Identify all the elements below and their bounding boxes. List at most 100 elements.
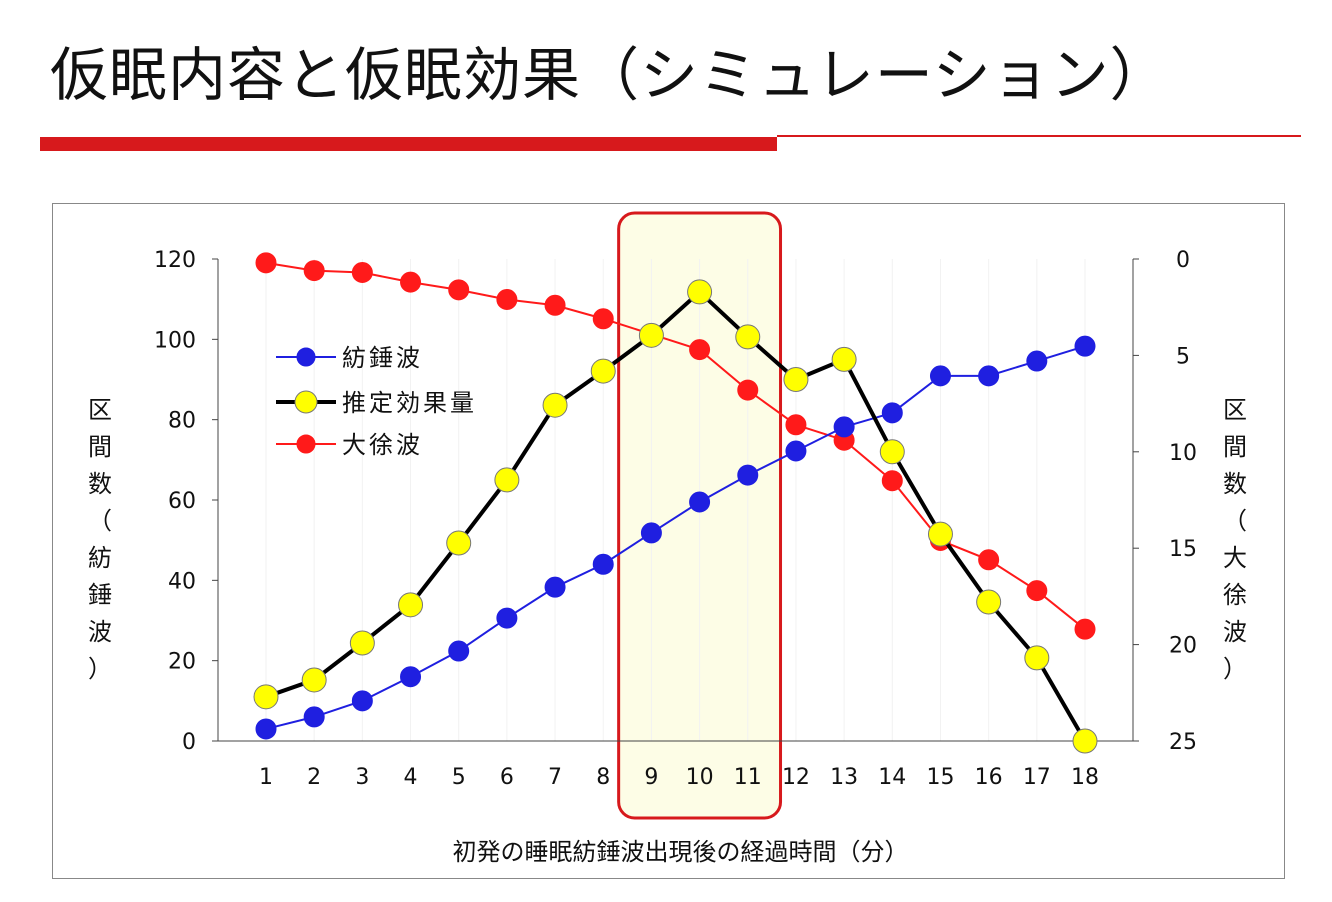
data-point [303,260,325,282]
data-point [735,324,761,350]
legend-item: 紡錘波 [276,344,423,372]
data-point [400,666,422,688]
left-axis-label-char: 間 [88,433,112,461]
data-point [446,530,472,556]
data-point [833,416,855,438]
data-point [544,576,566,598]
x-tick-label: 1 [259,765,273,790]
x-tick-label: 8 [596,765,610,790]
right-axis-label-char: 数 [1223,470,1247,498]
data-point [640,522,662,544]
data-point [351,261,373,283]
data-point [542,392,568,418]
series-0 [255,335,1096,740]
data-point [398,592,424,618]
data-point [1074,618,1096,640]
right-axis-label-char: ） [1223,655,1247,683]
legend-label: 推定効果量 [342,389,477,417]
right-tick-label: 25 [1169,730,1197,755]
x-tick-label: 10 [686,765,714,790]
data-point [785,440,807,462]
title-underline-thin [777,135,1301,137]
data-point [496,288,518,310]
left-axis-label-char: 区 [88,396,112,424]
data-point [689,339,711,361]
x-tick-label: 15 [926,765,954,790]
x-tick-label: 11 [734,765,762,790]
left-tick-label: 0 [182,730,196,755]
left-axis-label-char: 数 [88,470,112,498]
right-axis-label-char: 間 [1223,433,1247,461]
title-underline-thick [40,137,777,151]
x-tick-label: 3 [355,765,369,790]
data-point [689,491,711,513]
left-axis-label-char: 波 [88,618,112,646]
left-tick-label: 20 [168,650,196,675]
legend-marker [296,347,316,367]
x-tick-label: 14 [878,765,906,790]
left-tick-label: 40 [168,569,196,594]
legend-marker [296,434,316,454]
left-tick-label: 120 [154,248,196,273]
right-tick-label: 5 [1176,344,1190,369]
x-tick-label: 12 [782,765,810,790]
right-axis-label-char: 波 [1223,618,1247,646]
x-tick-label: 7 [548,765,562,790]
x-tick-label: 17 [1023,765,1051,790]
data-point [978,365,1000,387]
data-point [448,279,470,301]
data-point [301,667,327,693]
data-point [592,553,614,575]
x-tick-label: 16 [975,765,1003,790]
legend-item: 推定効果量 [276,389,477,417]
left-axis-label-char: ） [88,655,112,683]
right-axis-label-char: 徐 [1223,581,1247,609]
data-point [255,718,277,740]
x-tick-label: 5 [452,765,466,790]
data-point [1074,335,1096,357]
chart-frame [52,203,1285,879]
left-axis-label-char: 紡 [88,544,112,572]
left-axis-label-char: 錘 [88,581,112,609]
x-tick-label: 13 [830,765,858,790]
right-tick-label: 15 [1169,537,1197,562]
right-tick-label: 10 [1169,441,1197,466]
left-tick-label: 80 [168,409,196,434]
right-axis-label: 区間数 （ 大徐波 ） [1223,396,1247,683]
x-tick-label: 4 [404,765,418,790]
legend-item: 大徐波 [276,431,423,459]
data-point [400,271,422,293]
data-point [448,640,470,662]
left-axis-label: 区間数 （ 紡錘波 ） [88,396,112,683]
legend-label: 紡錘波 [342,344,423,372]
data-point [1026,580,1048,602]
left-axis-label-char: （ [88,507,112,535]
data-point [496,607,518,629]
data-point [927,521,953,547]
data-point [1024,645,1050,671]
legend-marker [294,390,318,414]
data-point [592,308,614,330]
legend-label: 大徐波 [342,431,423,459]
series-1 [253,279,1098,754]
left-tick-label: 100 [154,328,196,353]
data-point [253,684,279,710]
data-point [303,706,325,728]
data-point [929,365,951,387]
right-axis-label-char: 大 [1223,544,1247,572]
x-axis-label: 初発の睡眠紡錘波出現後の経過時間（分） [453,838,909,866]
data-point [255,252,277,274]
data-point [351,690,373,712]
right-axis-label-char: 区 [1223,396,1247,424]
data-point [349,630,375,656]
data-point [494,467,520,493]
data-point [544,294,566,316]
data-point [881,402,903,424]
x-tick-label: 6 [500,765,514,790]
right-tick-label: 20 [1169,634,1197,659]
left-tick-label: 60 [168,489,196,514]
data-point [1026,350,1048,372]
data-point [638,322,664,348]
data-point [737,379,759,401]
